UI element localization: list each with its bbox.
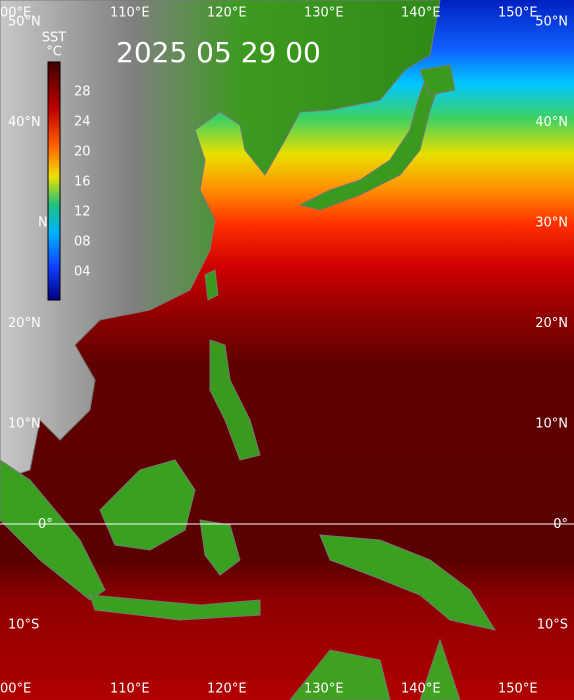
colorbar-unit: °C [46, 45, 62, 60]
lon-label-top: 130°E [304, 6, 344, 21]
colorbar-tick-label: 08 [74, 235, 91, 250]
colorbar-tick-label: 24 [74, 115, 91, 130]
lat-label-left: 20°N [8, 316, 41, 331]
lon-label-bottom: 120°E [207, 682, 247, 697]
lat-label-left: 50°N [8, 15, 41, 30]
lon-label-top: 120°E [207, 6, 247, 21]
colorbar-tick-label: 12 [74, 205, 91, 220]
lon-label-top: 150°E [498, 6, 538, 21]
lat-label-left: 10°N [8, 417, 41, 432]
grid-labels: 00°E 110°E 120°E 130°E 140°E 150°E 00°E 110°E 12… [0, 6, 568, 697]
colorbar-tick-label: 04 [74, 265, 91, 280]
lon-label-bottom: 130°E [304, 682, 344, 697]
lon-label-bottom: 00°E [0, 682, 31, 697]
lat-label-right: 40°N [535, 115, 568, 130]
lon-label-top: 140°E [401, 6, 441, 21]
lon-label-top: 110°E [110, 6, 150, 21]
lon-label-bottom: 110°E [110, 682, 150, 697]
lat-label-right: 30°N [535, 216, 568, 231]
lat-label-right: 10°S [537, 618, 568, 633]
colorbar [47, 61, 61, 301]
lon-label-bottom: 140°E [401, 682, 441, 697]
lat-label-right: 50°N [535, 15, 568, 30]
lat-label-left: N [38, 216, 48, 231]
lat-label-right: 0° [553, 517, 568, 532]
land [0, 0, 497, 700]
timestamp: 2025 05 29 00 [116, 36, 321, 69]
lat-label-left: 40°N [8, 115, 41, 130]
colorbar-tick-label: 20 [74, 145, 91, 160]
lon-label-bottom: 150°E [498, 682, 538, 697]
lat-label-left: 10°S [8, 618, 39, 633]
colorbar-title: SST [42, 31, 67, 46]
colorbar-tick-label: 28 [74, 85, 91, 100]
lat-label-left: 0° [38, 517, 53, 532]
lat-label-right: 10°N [535, 417, 568, 432]
colorbar-tick-label: 16 [74, 175, 91, 190]
lon-label-top: 00°E [0, 6, 31, 21]
lat-label-right: 20°N [535, 316, 568, 331]
